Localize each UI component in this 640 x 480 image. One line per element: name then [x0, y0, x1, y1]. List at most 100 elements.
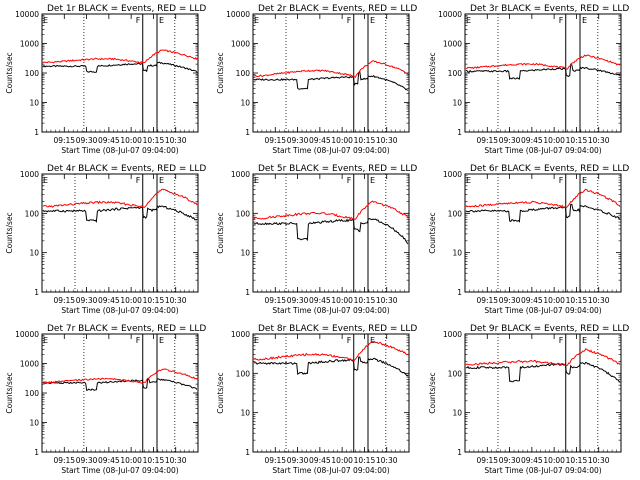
panel-title: Det 2r BLACK = Events, RED = LLD — [258, 4, 417, 14]
marker-label-e-left: E — [254, 16, 259, 25]
plot-frame — [41, 173, 199, 293]
x-tick-label: 10:00 — [543, 456, 565, 465]
plot-frame — [464, 13, 622, 133]
x-tick-label: 10:30 — [376, 296, 398, 305]
marker-label-e: E — [159, 16, 164, 25]
x-tick-label: 09:45 — [98, 456, 120, 465]
x-axis-label: Start Time (08-Jul-07 09:04:00) — [272, 466, 389, 475]
x-tick-label: 10:30 — [165, 456, 187, 465]
x-tick-label: 09:45 — [309, 296, 331, 305]
marker-label-f: F — [136, 176, 141, 185]
panel-det-5: Det 5r BLACK = Events, RED = LLD 1 10 100 10… — [216, 164, 417, 315]
panel-det-6: Det 6r BLACK = Events, RED = LLD 1 10 100 10… — [428, 164, 629, 315]
x-tick-label: 09:15 — [53, 456, 75, 465]
x-tick-label: 10:00 — [120, 296, 142, 305]
y-tick-label: 10000 — [15, 330, 39, 339]
y-tick-label: 1 — [457, 448, 462, 457]
x-tick-label: 09:45 — [521, 456, 543, 465]
panel-det-8: Det 8r BLACK = Events, RED = LLD 1 10 100 10… — [216, 324, 417, 475]
x-tick-label: 10:00 — [331, 296, 353, 305]
x-tick-label: 09:15 — [53, 296, 75, 305]
x-tick-label: 10:00 — [120, 456, 142, 465]
x-tick-label: 10:30 — [376, 456, 398, 465]
x-tick-label: 10:00 — [120, 136, 142, 145]
plot-frame — [464, 173, 622, 293]
x-tick-label: 09:30 — [76, 456, 98, 465]
marker-label-f: F — [347, 16, 352, 25]
x-tick-label: 10:00 — [543, 136, 565, 145]
marker-label-f: F — [559, 16, 564, 25]
x-tick-label: 09:30 — [287, 456, 309, 465]
marker-label-e: E — [159, 176, 164, 185]
y-tick-label: 10000 — [226, 10, 250, 19]
y-tick-label: 1000 — [443, 330, 462, 339]
marker-label-e-left: E — [466, 176, 471, 185]
plot-frame — [41, 333, 199, 453]
y-tick-label: 10 — [29, 99, 39, 108]
y-tick-label: 1000 — [231, 330, 250, 339]
series-line-events — [42, 378, 198, 392]
y-tick-label: 1 — [34, 288, 39, 297]
marker-label-f: F — [136, 336, 141, 345]
y-axis-label: Counts/sec — [216, 212, 225, 253]
x-tick-label: 09:30 — [499, 136, 521, 145]
series-line-events — [465, 203, 621, 223]
x-tick-label: 09:15 — [264, 456, 286, 465]
series-line-lld — [465, 348, 621, 367]
marker-label-e: E — [370, 16, 375, 25]
y-tick-label: 1 — [245, 288, 250, 297]
plot-frame — [252, 333, 410, 453]
y-tick-label: 10 — [29, 249, 39, 258]
x-tick-label: 09:45 — [309, 456, 331, 465]
plot-frame — [252, 173, 410, 293]
series-line-lld — [253, 60, 409, 78]
marker-label-e: E — [582, 16, 587, 25]
y-axis-label: Counts/sec — [216, 52, 225, 93]
x-tick-label: 10:30 — [588, 296, 610, 305]
marker-label-e-left: E — [43, 336, 48, 345]
panel-title: Det 6r BLACK = Events, RED = LLD — [470, 164, 629, 174]
x-tick-label: 10:15 — [354, 136, 376, 145]
x-tick-label: 10:30 — [588, 136, 610, 145]
x-tick-label: 10:15 — [354, 296, 376, 305]
panel-title: Det 1r BLACK = Events, RED = LLD — [47, 4, 206, 14]
y-axis-label: Counts/sec — [5, 212, 14, 253]
series-line-lld — [42, 368, 197, 384]
plot-frame — [464, 333, 622, 453]
x-tick-label: 10:30 — [376, 136, 398, 145]
y-tick-label: 10000 — [15, 10, 39, 19]
y-tick-label: 100 — [448, 369, 463, 378]
panel-det-9: Det 9r BLACK = Events, RED = LLD 1 10 100 10… — [428, 324, 629, 475]
series-line-lld — [465, 54, 621, 70]
panel-det-1: Det 1r BLACK = Events, RED = LLD 1 10 100 10… — [5, 4, 206, 155]
y-tick-label: 1 — [34, 128, 39, 137]
x-tick-label: 10:00 — [543, 296, 565, 305]
marker-label-e: E — [370, 336, 375, 345]
y-tick-label: 1000 — [20, 40, 39, 49]
series-line-events — [42, 61, 198, 73]
series-line-events — [253, 356, 408, 377]
y-tick-label: 1 — [34, 448, 39, 457]
x-tick-label: 09:45 — [521, 296, 543, 305]
y-tick-label: 100 — [448, 209, 463, 218]
x-tick-label: 10:15 — [143, 456, 165, 465]
x-tick-label: 09:30 — [287, 296, 309, 305]
x-tick-label: 09:45 — [98, 296, 120, 305]
series-line-lld — [42, 49, 198, 64]
y-tick-label: 100 — [236, 369, 251, 378]
y-tick-label: 100 — [25, 209, 40, 218]
y-tick-label: 10000 — [438, 10, 462, 19]
x-tick-label: 09:15 — [264, 136, 286, 145]
x-tick-label: 10:30 — [165, 136, 187, 145]
y-axis-label: Counts/sec — [428, 52, 437, 93]
plot-frame — [252, 13, 410, 133]
y-tick-label: 10 — [240, 249, 250, 258]
y-tick-label: 1 — [457, 288, 462, 297]
marker-label-e-left: E — [254, 176, 259, 185]
y-tick-label: 10 — [452, 409, 462, 418]
x-axis-label: Start Time (08-Jul-07 09:04:00) — [484, 146, 601, 155]
x-tick-label: 09:15 — [476, 136, 498, 145]
y-tick-label: 100 — [25, 389, 40, 398]
series-line-events — [253, 218, 409, 245]
panel-det-3: Det 3r BLACK = Events, RED = LLD 1 10 100 10… — [428, 4, 629, 155]
